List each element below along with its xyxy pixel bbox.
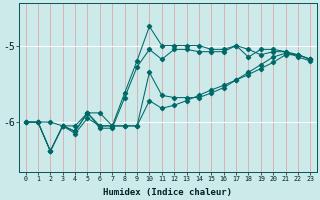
X-axis label: Humidex (Indice chaleur): Humidex (Indice chaleur) [103,188,232,197]
